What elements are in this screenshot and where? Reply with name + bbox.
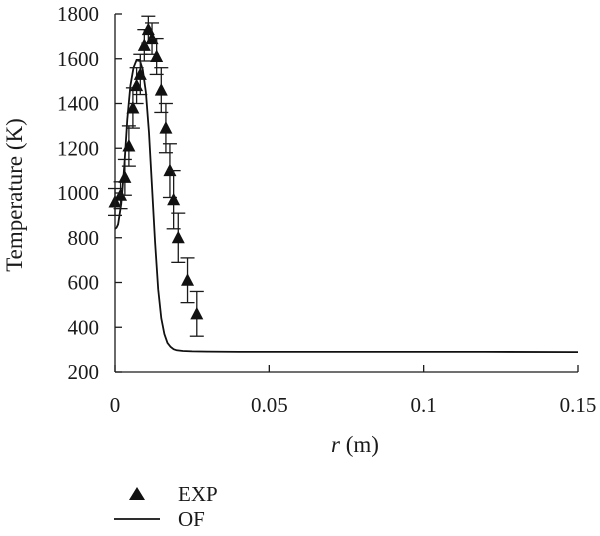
legend-exp-marker (129, 487, 145, 500)
exp-point (118, 170, 132, 183)
y-tick-label: 1600 (57, 47, 99, 71)
y-tick-label: 1000 (57, 181, 99, 205)
exp-point (122, 139, 136, 152)
legend-exp-label: EXP (178, 482, 218, 506)
x-tick-label: 0 (110, 393, 121, 417)
y-tick-label: 600 (68, 271, 100, 295)
x-axis-title-unit: (m) (340, 432, 379, 457)
exp-point (154, 83, 168, 96)
x-tick-label: 0.15 (560, 393, 597, 417)
exp-point (171, 230, 185, 244)
x-axis-title-symbol: r (331, 432, 341, 457)
y-tick-label: 200 (68, 360, 100, 384)
x-tick-label: 0.05 (251, 393, 288, 417)
y-axis-title: Temperature (K) (2, 118, 27, 272)
x-tick-label: 0.1 (411, 393, 437, 417)
x-axis-title: r (m) (331, 432, 379, 457)
exp-point (167, 192, 181, 206)
plot-area (108, 15, 579, 353)
exp-point (163, 163, 177, 177)
legend-of-label: OF (178, 507, 205, 531)
y-tick-label: 1200 (57, 136, 99, 160)
y-tick-label: 400 (68, 315, 100, 339)
exp-point (190, 306, 204, 320)
legend: EXP OF (114, 482, 218, 531)
y-tick-label: 1800 (57, 2, 99, 26)
exp-point (181, 273, 195, 286)
exp-point (126, 100, 140, 114)
y-tick-label: 800 (68, 226, 100, 250)
axes: 200 400 600 800 1000 1200 1400 1600 1800 0 0.05 0.1… (57, 2, 596, 417)
exp-point (145, 31, 159, 45)
of-series-line (114, 59, 579, 353)
exp-point (159, 121, 173, 134)
y-tick-label: 1400 (57, 92, 99, 116)
exp-point (114, 188, 128, 201)
exp-point (150, 49, 164, 63)
exp-point (137, 38, 151, 51)
exp-point (133, 67, 147, 80)
